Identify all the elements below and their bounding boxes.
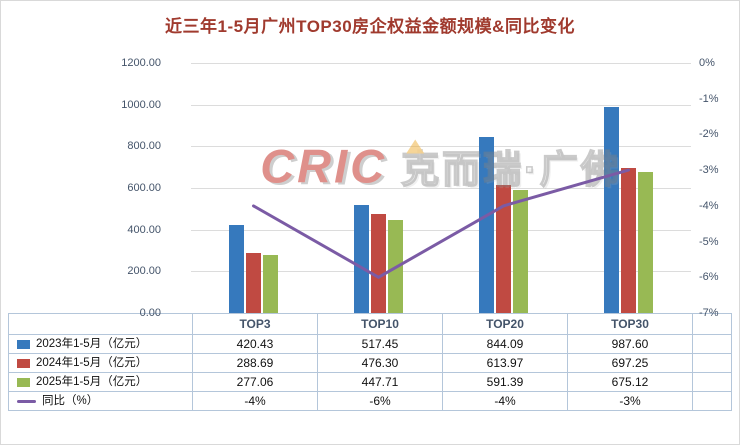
table-value: 844.09 xyxy=(442,334,567,353)
bar-top30 xyxy=(621,167,636,313)
yoy-line-chart xyxy=(252,168,630,279)
table-value: 420.43 xyxy=(192,334,317,353)
y-axis-right-label: -3% xyxy=(699,164,719,177)
legend-label: 2023年1-5月（亿元） xyxy=(36,338,148,350)
bar-top3 xyxy=(263,255,278,313)
table-value: -4% xyxy=(442,391,567,410)
legend-cell: 2025年1-5月（亿元） xyxy=(9,372,192,391)
table-value: -6% xyxy=(317,391,442,410)
y-axis-right-label: -1% xyxy=(699,92,719,105)
gridline xyxy=(191,63,691,64)
category-header-top30: TOP30 xyxy=(567,314,692,334)
table-value: 613.97 xyxy=(442,353,567,372)
legend-cell: 2024年1-5月（亿元） xyxy=(9,353,192,372)
table-value: 447.71 xyxy=(317,372,442,391)
table-value: 675.12 xyxy=(567,372,692,391)
gridline xyxy=(191,229,691,231)
table-value: 591.39 xyxy=(442,372,567,391)
legend-cell: 2023年1-5月（亿元） xyxy=(9,334,192,353)
y-axis-right-label: -6% xyxy=(699,271,719,284)
chart-title: 近三年1-5月广州TOP30房企权益金额规模&同比变化 xyxy=(165,17,575,36)
y-axis-left-label: 800.00 xyxy=(127,140,161,153)
data-table: TOP3 TOP10 TOP20 TOP30 2023年1-5月（亿元） 420.43 51… xyxy=(8,313,732,411)
table-value: 697.25 xyxy=(567,353,692,372)
y-axis-left-label: 1000.00 xyxy=(121,98,161,111)
gridline xyxy=(191,188,691,189)
y-axis-left-label: 600.00 xyxy=(127,182,161,194)
y-axis-right-label: -5% xyxy=(699,235,719,248)
y-axis-right: 0% -1% -2% -3% -4% -5% -6% -7% xyxy=(699,57,739,319)
table-filler xyxy=(692,334,731,353)
y-axis-right-label: -2% xyxy=(699,128,719,141)
table-value: -3% xyxy=(567,391,692,410)
table-value: 517.45 xyxy=(317,334,442,353)
bar-top10 xyxy=(354,205,369,313)
category-header-top3: TOP3 xyxy=(192,314,317,334)
y-axis-left-label: 0.00 xyxy=(139,307,161,319)
table-value: 987.60 xyxy=(567,334,692,353)
table-corner-cell xyxy=(9,314,192,334)
bar-top3 xyxy=(229,225,244,313)
bar-legend-marker xyxy=(17,377,30,387)
bar-legend-marker xyxy=(17,339,30,349)
table-value: 288.69 xyxy=(192,353,317,372)
legend-label: 同比（%） xyxy=(42,395,99,407)
table-filler xyxy=(692,353,731,372)
y-axis-left: 1200.00 1000.00 800.00 600.00 400.00 200.00 0.… xyxy=(1,57,191,319)
bar-legend-marker xyxy=(17,358,30,368)
table-filler xyxy=(692,391,731,410)
gridline xyxy=(191,146,691,148)
gridline xyxy=(191,104,691,106)
bar-top10 xyxy=(371,213,386,313)
table-value: 476.30 xyxy=(317,353,442,372)
bar-top20 xyxy=(479,137,494,313)
bar-top20 xyxy=(496,185,511,313)
table-filler xyxy=(692,314,731,334)
legend-cell: 同比（%） xyxy=(9,391,192,410)
category-header-top20: TOP20 xyxy=(442,314,567,334)
bar-top30 xyxy=(604,107,619,313)
y-axis-left-label: 400.00 xyxy=(127,223,161,236)
bar-top20 xyxy=(513,189,528,313)
y-axis-left-label: 200.00 xyxy=(127,265,161,278)
bar-top3 xyxy=(246,252,261,313)
bar-group-top30 xyxy=(566,63,691,313)
yoy-line xyxy=(252,168,630,279)
bar-top30 xyxy=(638,172,653,313)
table-value: -4% xyxy=(192,391,317,410)
plot-area: CRIC 克而瑞·广佛 xyxy=(191,63,691,313)
y-axis-right-label: -7% xyxy=(699,307,719,319)
bar-group-top20 xyxy=(441,63,566,313)
table-value: 277.06 xyxy=(192,372,317,391)
legend-label: 2024年1-5月（亿元） xyxy=(36,357,148,369)
bar-group-top3 xyxy=(191,63,316,313)
table-filler xyxy=(692,372,731,391)
y-axis-right-label: -4% xyxy=(699,199,719,212)
category-header-top10: TOP10 xyxy=(317,314,442,334)
gridline xyxy=(191,271,691,273)
y-axis-right-label: 0% xyxy=(699,57,715,69)
y-axis-left-label: 1200.00 xyxy=(121,57,161,69)
line-legend-marker xyxy=(17,399,36,403)
legend-label: 2025年1-5月（亿元） xyxy=(36,376,148,388)
chart-area: 1200.00 1000.00 800.00 600.00 400.00 200.00 0.… xyxy=(1,57,739,319)
